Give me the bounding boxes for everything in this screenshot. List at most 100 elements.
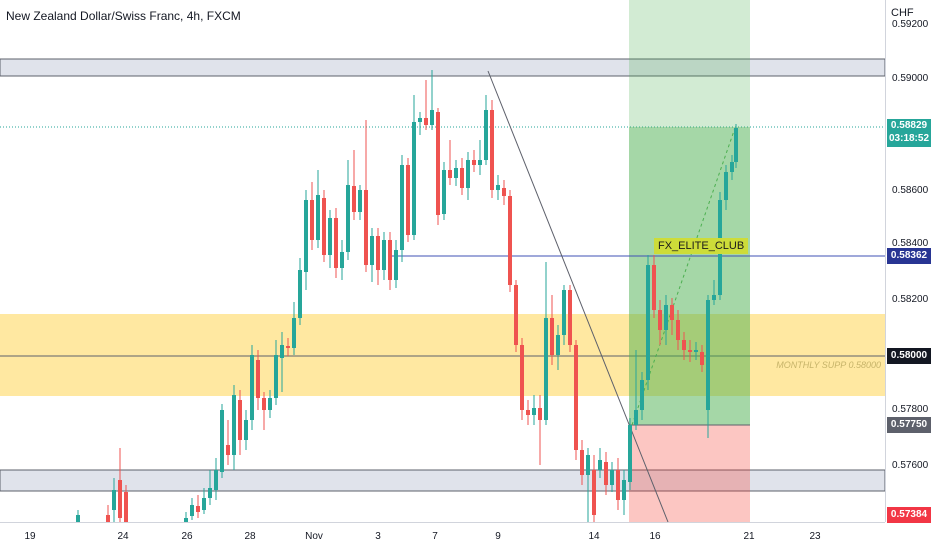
currency-label: CHF bbox=[891, 7, 914, 19]
time-tick-label: 21 bbox=[743, 531, 755, 542]
candle-body bbox=[322, 198, 326, 255]
candle-body bbox=[352, 186, 356, 212]
candle-body bbox=[400, 165, 404, 250]
candle-body bbox=[574, 345, 578, 450]
candle-body bbox=[262, 398, 266, 410]
candle-body bbox=[538, 408, 542, 420]
candle-body bbox=[232, 395, 236, 455]
candle-body bbox=[454, 168, 458, 178]
candle-body bbox=[478, 160, 482, 165]
candle-body bbox=[112, 490, 116, 510]
candle-body bbox=[634, 410, 638, 425]
candle-body bbox=[712, 295, 716, 300]
candle-body bbox=[604, 462, 608, 485]
support-zone-lower[interactable] bbox=[0, 469, 885, 492]
price-tick-label: 0.57600 bbox=[892, 460, 929, 471]
countdown-value: 03:18:52 bbox=[888, 133, 930, 144]
candle-body bbox=[376, 236, 380, 270]
candle-body bbox=[442, 170, 446, 214]
candle-body bbox=[664, 305, 668, 330]
time-tick-label: 23 bbox=[809, 531, 821, 542]
time-tick-label: 28 bbox=[244, 531, 256, 542]
candle-body bbox=[208, 488, 212, 498]
time-tick-label: 24 bbox=[117, 531, 129, 542]
candle-body bbox=[238, 400, 242, 440]
candle-body bbox=[586, 455, 590, 475]
candle-body bbox=[292, 318, 296, 348]
monthly-support-zone[interactable] bbox=[0, 314, 885, 396]
long-position-stop-area[interactable] bbox=[629, 425, 750, 522]
candle-body bbox=[610, 470, 614, 485]
long-position-target-area[interactable] bbox=[629, 0, 750, 127]
chart-canvas[interactable] bbox=[0, 0, 885, 522]
last-price-value: 0.58829 bbox=[890, 120, 928, 131]
entry-price-tag: 0.57750 bbox=[887, 417, 931, 433]
candle-body bbox=[286, 346, 290, 348]
candle-body bbox=[734, 128, 738, 162]
candle-body bbox=[514, 285, 518, 345]
candle-body bbox=[220, 410, 224, 472]
candle-body bbox=[670, 305, 674, 320]
price-tick-label: 0.58400 bbox=[892, 238, 929, 249]
candle-body bbox=[226, 445, 230, 455]
stop-price-tag: 0.57384 bbox=[887, 507, 931, 523]
candle-body bbox=[616, 470, 620, 500]
time-tick-label: 14 bbox=[588, 531, 600, 542]
candle-body bbox=[526, 410, 530, 415]
candle-body bbox=[298, 270, 302, 318]
candle-body bbox=[382, 240, 386, 270]
candle-body bbox=[430, 110, 434, 125]
candle-body bbox=[520, 345, 524, 410]
candle-body bbox=[214, 470, 218, 490]
candle-body bbox=[274, 355, 278, 398]
candle-body bbox=[328, 218, 332, 255]
candle-body bbox=[484, 110, 488, 160]
time-tick-label: 26 bbox=[181, 531, 193, 542]
candle-body bbox=[340, 252, 344, 268]
candle-body bbox=[334, 218, 338, 268]
candles-group bbox=[76, 70, 738, 522]
candle-body bbox=[592, 470, 596, 515]
price-tick-label: 0.57800 bbox=[892, 404, 929, 415]
candle-body bbox=[412, 122, 416, 235]
club-label[interactable]: FX_ELITE_CLUB bbox=[654, 238, 749, 254]
candle-body bbox=[370, 236, 374, 265]
candle-body bbox=[598, 460, 602, 470]
candle-body bbox=[622, 480, 626, 500]
price-scale[interactable]: CHF 0.59200 0.59000 0.58600 0.58400 0.58200 0… bbox=[885, 0, 932, 523]
trendline[interactable] bbox=[487, 70, 669, 522]
time-tick-label: Nov bbox=[305, 531, 323, 542]
candle-body bbox=[256, 360, 260, 398]
time-tick-label: 19 bbox=[24, 531, 36, 542]
candle-body bbox=[124, 492, 128, 522]
candle-body bbox=[532, 408, 536, 415]
candle-body bbox=[490, 110, 494, 190]
candle-body bbox=[724, 172, 728, 200]
resistance-zone[interactable] bbox=[0, 58, 885, 77]
candle-body bbox=[448, 170, 452, 178]
candle-body bbox=[436, 112, 440, 215]
price-tick-label: 0.58200 bbox=[892, 294, 929, 305]
candle-body bbox=[550, 318, 554, 355]
price-tick-label: 0.59200 bbox=[892, 19, 929, 30]
price-tick-label: 0.59000 bbox=[892, 73, 929, 84]
candle-body bbox=[508, 196, 512, 285]
candle-body bbox=[676, 320, 680, 340]
hline-price-tag: 0.58362 bbox=[887, 248, 931, 264]
candle-body bbox=[184, 518, 188, 522]
candle-body bbox=[472, 160, 476, 165]
candle-body bbox=[118, 480, 122, 518]
last-price-tag: 0.58829 03:18:52 bbox=[887, 119, 931, 147]
time-scale[interactable]: 19 24 26 28 Nov 3 7 9 14 16 21 23 bbox=[0, 522, 885, 551]
candle-body bbox=[580, 450, 584, 475]
candle-body bbox=[544, 318, 548, 420]
symbol-title[interactable]: New Zealand Dollar/Swiss Franc, 4h, FXCM bbox=[6, 9, 241, 23]
candle-body bbox=[460, 168, 464, 188]
chart-pane[interactable]: New Zealand Dollar/Swiss Franc, 4h, FXCM… bbox=[0, 0, 885, 522]
candle-body bbox=[304, 200, 308, 272]
monthly-support-label[interactable]: MONTHLY SUPP 0.58000 bbox=[776, 360, 881, 370]
price-tick-label: 0.58600 bbox=[892, 185, 929, 196]
projection-line bbox=[631, 127, 736, 426]
candle-body bbox=[658, 310, 662, 330]
candle-body bbox=[646, 265, 650, 380]
